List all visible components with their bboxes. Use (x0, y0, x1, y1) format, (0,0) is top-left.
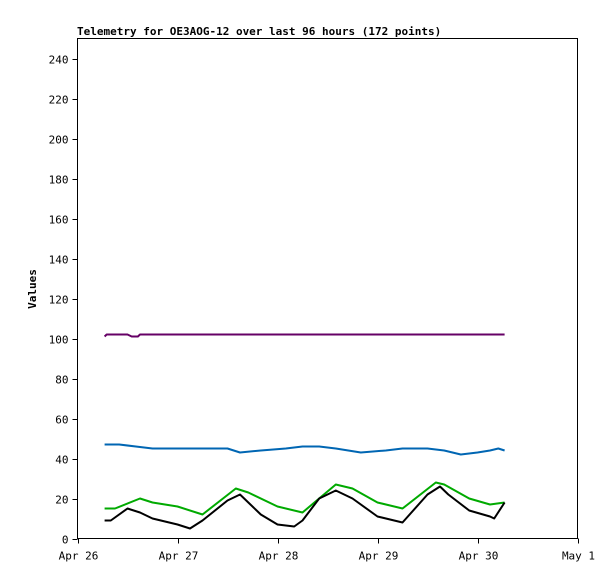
y-tick-label: 80 (55, 374, 68, 387)
series-line-3 (104, 481, 505, 516)
y-ticks: 0 20 40 60 80 100 120 140 160 180 200 220 240 (49, 54, 78, 547)
y-tick-label: 120 (49, 294, 69, 307)
y-tick-label: 140 (49, 254, 69, 267)
y-tick-label: 240 (49, 54, 69, 67)
x-tick-label: Apr 30 (459, 550, 499, 563)
y-axis-label: Values (26, 269, 39, 309)
x-tick-label: Apr 29 (359, 550, 399, 563)
x-tick-label: May 1 (562, 550, 595, 563)
x-ticks: Apr 26 Apr 27 Apr 28 Apr 29 Apr 30 May 1 (59, 538, 595, 563)
y-tick-label: 160 (49, 214, 69, 227)
x-tick-label: Apr 27 (159, 550, 199, 563)
series-lines (103, 333, 506, 530)
y-tick-label: 100 (49, 334, 69, 347)
y-tick-label: 20 (55, 494, 68, 507)
y-tick-label: 0 (62, 534, 69, 547)
series-line-1 (103, 333, 505, 338)
y-tick-label: 180 (49, 174, 69, 187)
x-tick-label: Apr 28 (259, 550, 299, 563)
series-line-2 (104, 443, 505, 456)
y-tick-label: 60 (55, 414, 68, 427)
plot-frame (77, 38, 578, 539)
chart-title: Telemetry for OE3AOG-12 over last 96 hou… (77, 25, 441, 38)
y-tick-label: 40 (55, 454, 68, 467)
x-tick-label: Apr 26 (59, 550, 99, 563)
y-tick-label: 200 (49, 134, 69, 147)
y-tick-label: 220 (49, 94, 69, 107)
series-line-4 (104, 485, 506, 530)
